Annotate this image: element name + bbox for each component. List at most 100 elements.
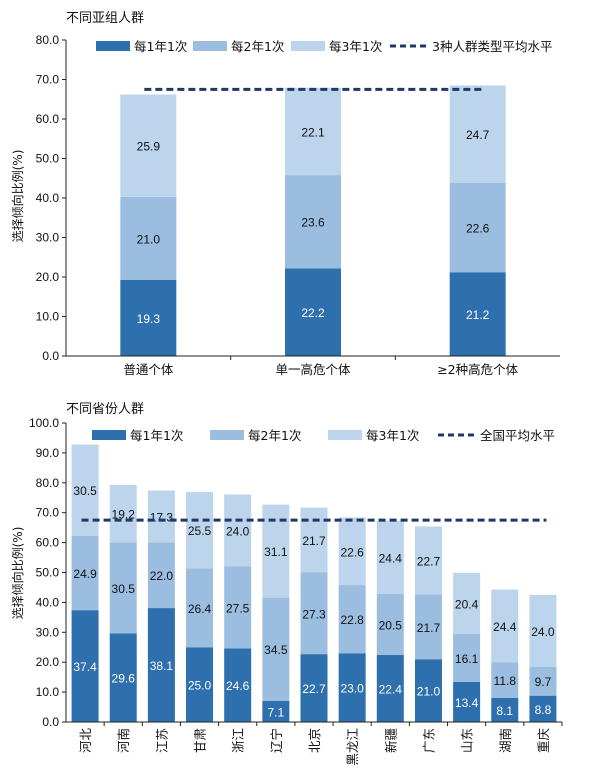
data-label-1yr: 29.6 <box>112 672 136 686</box>
data-label-1yr: 21.0 <box>417 685 441 699</box>
data-label-3yr: 24.4 <box>379 551 403 565</box>
x-tick-label: 北京 <box>307 728 322 753</box>
legend-label-1yr: 每1年1次 <box>130 428 183 443</box>
x-tick-label: 山东 <box>460 728 475 753</box>
data-label-3yr: 22.1 <box>301 125 325 139</box>
y-tick-label: 50.0 <box>36 152 60 166</box>
data-label-1yr: 22.7 <box>302 682 326 696</box>
legend-label-3yr: 每3年1次 <box>366 428 419 443</box>
legend-swatch-3yr <box>291 41 325 51</box>
y-tick-label: 30.0 <box>36 231 60 245</box>
y-tick-label: 10.0 <box>36 685 60 699</box>
y-tick-label: 50.0 <box>36 566 60 580</box>
bar-segment-1yr <box>147 608 175 722</box>
data-label-2yr: 22.6 <box>466 222 490 236</box>
bar-segment-2yr <box>285 175 341 269</box>
data-label-3yr: 22.6 <box>340 545 364 559</box>
data-label-1yr: 22.4 <box>379 683 403 697</box>
data-label-1yr: 8.8 <box>535 703 552 717</box>
data-label-1yr: 22.2 <box>301 306 325 320</box>
y-tick-label: 0.0 <box>42 715 59 729</box>
bar-segment-1yr <box>285 268 341 356</box>
data-label-2yr: 16.1 <box>455 652 479 666</box>
bar-segment-3yr <box>338 517 366 586</box>
bar-segment-3yr <box>414 526 442 595</box>
bar-segment-2yr <box>414 594 442 660</box>
data-label-3yr: 21.7 <box>302 534 326 548</box>
y-tick-label: 0.0 <box>42 349 59 363</box>
data-label-1yr: 21.2 <box>466 308 490 322</box>
bar-segment-2yr <box>71 535 99 611</box>
bar-segment-2yr <box>376 593 404 656</box>
legend-swatch-1yr <box>92 430 126 440</box>
bar-segment-3yr <box>224 494 252 567</box>
x-tick-label: 新疆 <box>383 728 398 753</box>
x-tick-label: ≥2种高危个体 <box>437 362 518 377</box>
bar-segment-3yr <box>449 85 506 183</box>
bar-segment-2yr <box>338 585 366 654</box>
y-tick-label: 40.0 <box>36 191 60 205</box>
y-tick-label: 40.0 <box>36 595 60 609</box>
legend-label-average: 3种人群类型平均水平 <box>432 39 552 54</box>
bar-segment-1yr <box>109 633 137 722</box>
x-tick-label: 重庆 <box>536 728 551 754</box>
bar-segment-3yr <box>147 490 175 543</box>
bar-segment-2yr <box>529 666 557 696</box>
bar-segment-1yr <box>71 610 99 722</box>
data-label-1yr: 8.1 <box>496 704 513 718</box>
x-tick-label: 普通个体 <box>123 362 174 377</box>
bar-segment-3yr <box>453 572 481 634</box>
data-label-2yr: 11.8 <box>494 674 517 688</box>
data-label-3yr: 24.4 <box>493 620 517 634</box>
bar-segment-2yr <box>186 568 214 648</box>
x-tick-label: 河南 <box>116 728 131 753</box>
legend-label-average: 全国平均水平 <box>480 428 555 443</box>
bar-segment-1yr <box>491 697 519 722</box>
y-tick-label: 30.0 <box>36 625 60 639</box>
data-label-1yr: 24.6 <box>226 679 250 693</box>
y-axis-label: 选择倾向比例(%) <box>10 150 25 243</box>
data-label-3yr: 17.3 <box>150 510 174 524</box>
data-label-2yr: 22.0 <box>150 569 174 583</box>
y-tick-label: 100.0 <box>29 416 59 430</box>
legend-label-2yr: 每2年1次 <box>231 39 284 54</box>
data-label-2yr: 9.7 <box>535 675 552 689</box>
panel-title: 不同省份人群 <box>66 402 144 417</box>
y-tick-label: 80.0 <box>36 33 60 47</box>
panel-title: 不同亚组人群 <box>66 11 144 26</box>
bar-segment-3yr <box>285 87 341 176</box>
data-label-2yr: 34.5 <box>264 643 288 657</box>
x-tick-label: 河北 <box>78 728 93 754</box>
bar-segment-1yr <box>449 272 506 356</box>
bar-segment-1yr <box>338 653 366 722</box>
data-label-2yr: 24.9 <box>73 567 97 581</box>
bar-segment-2yr <box>300 572 328 655</box>
data-label-3yr: 19.2 <box>112 508 136 522</box>
bar-segment-2yr <box>109 542 137 634</box>
x-tick-label: 江苏 <box>154 728 169 753</box>
bar-segment-2yr <box>224 566 252 649</box>
bar-segment-1yr <box>376 655 404 722</box>
bar-segment-3yr <box>300 507 328 573</box>
bar-segment-1yr <box>453 681 481 722</box>
legend-swatch-1yr <box>96 41 130 51</box>
y-tick-label: 70.0 <box>36 73 60 87</box>
data-label-3yr: 24.0 <box>226 524 250 538</box>
y-tick-label: 80.0 <box>36 476 60 490</box>
bar-segment-1yr <box>120 279 177 356</box>
bar-segment-1yr <box>529 695 557 722</box>
data-label-1yr: 37.4 <box>73 660 97 674</box>
data-label-1yr: 23.0 <box>340 682 364 696</box>
data-label-3yr: 22.7 <box>417 554 441 568</box>
bar-segment-2yr <box>449 182 506 273</box>
bar-segment-3yr <box>109 484 137 543</box>
data-label-3yr: 20.4 <box>455 597 479 611</box>
y-tick-label: 60.0 <box>36 112 60 126</box>
x-tick-label: 广东 <box>421 728 436 753</box>
bar-segment-2yr <box>491 662 519 698</box>
data-label-3yr: 31.1 <box>264 545 288 559</box>
legend: 每1年1次 每2年1次 每3年1次 全国平均水平 <box>92 428 555 443</box>
bar-segment-2yr <box>120 196 177 280</box>
x-tick-label: 黑龙江 <box>345 728 360 766</box>
